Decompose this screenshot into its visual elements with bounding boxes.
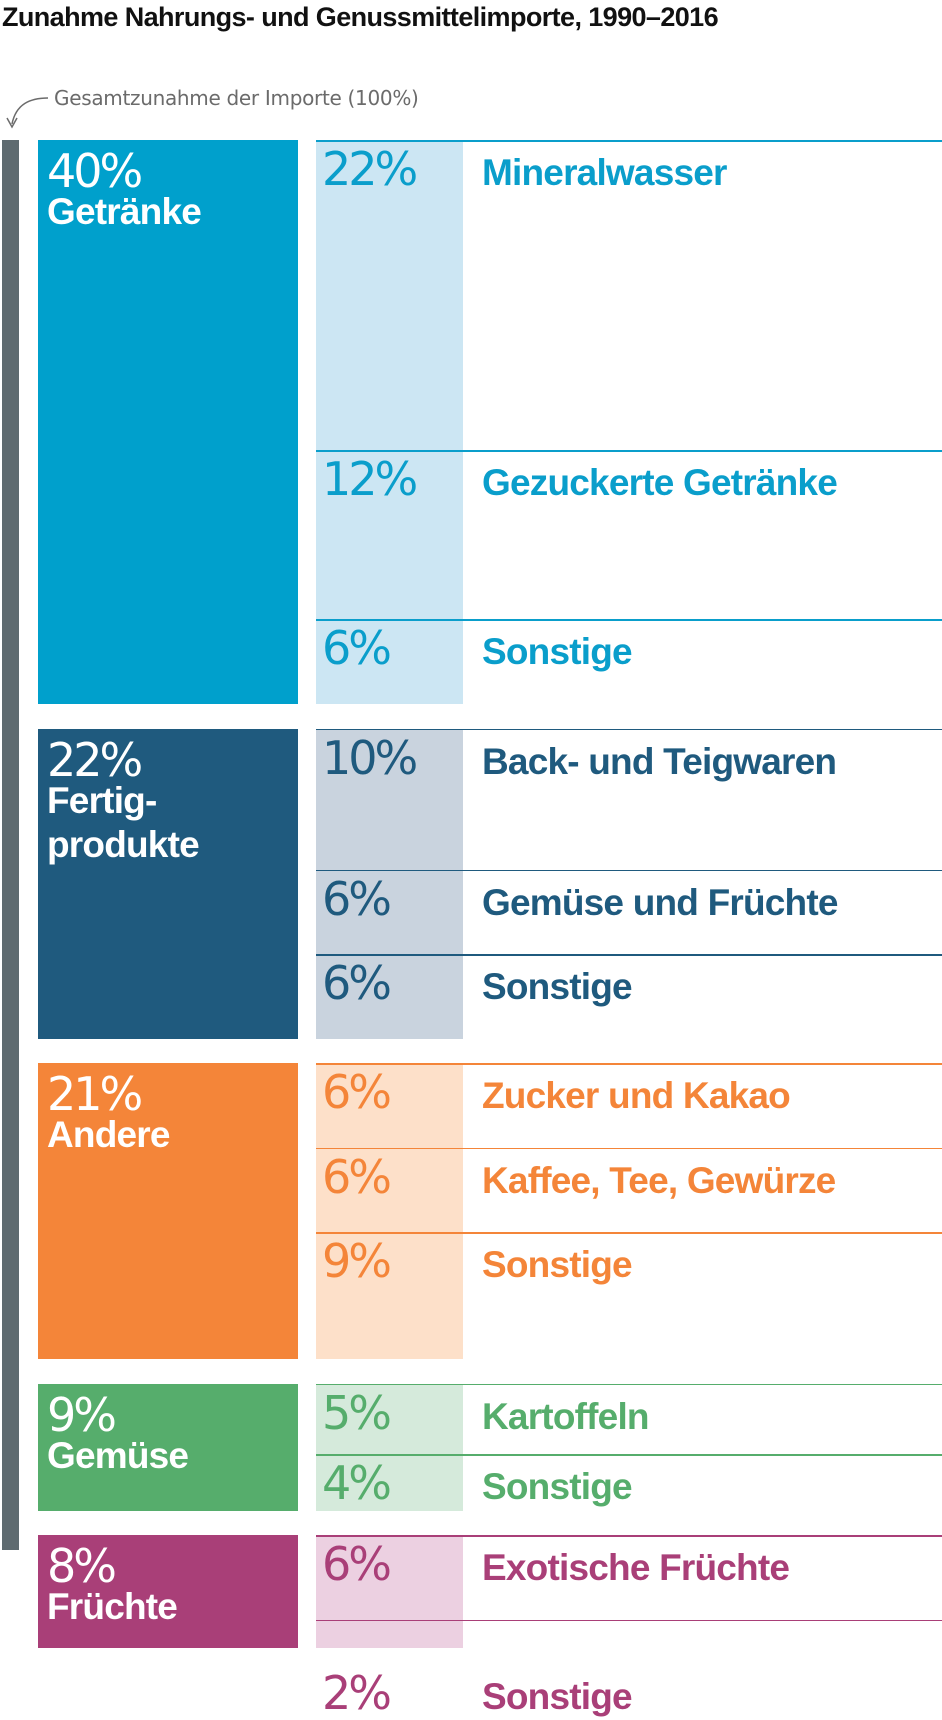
- subcategory-label: Sonstige: [482, 631, 633, 673]
- subcategory-label: Gezuckerte Getränke: [482, 462, 838, 504]
- subcategory-divider: [316, 869, 942, 871]
- total-bar: [2, 140, 19, 1550]
- subcategory-divider: [316, 1383, 942, 1386]
- subcategory-percent: 22%: [322, 142, 418, 196]
- subcategory-bar: [316, 1147, 463, 1233]
- subcategory-divider: [316, 1535, 942, 1537]
- subcategory-divider: [316, 1619, 942, 1622]
- subcategory-percent: 6%: [322, 1537, 392, 1592]
- subcategory-divider: [316, 450, 942, 452]
- category-percent: 8%: [47, 1539, 117, 1594]
- subcategory-percent: 4%: [322, 1456, 392, 1511]
- category-percent: 21%: [47, 1067, 143, 1122]
- subcategory-bar: [316, 1535, 463, 1620]
- total-note-arrowhead: [6, 117, 18, 129]
- subcategory-label: Gemüse und Früchte: [482, 881, 838, 923]
- subcategory-bar: [316, 1232, 463, 1360]
- subcategory-label: Mineralwasser: [482, 152, 727, 193]
- category-block: 8% Früchte: [38, 1535, 298, 1648]
- subcategory-divider: [316, 954, 942, 956]
- category-block: 9% Gemüse: [38, 1383, 298, 1511]
- subcategory-bar: [316, 1454, 463, 1511]
- subcategory-divider: [316, 1454, 942, 1456]
- category-block: 40% Getränke: [38, 140, 298, 704]
- subcategory-divider: [316, 1232, 942, 1234]
- subcategory-divider: [316, 1063, 942, 1065]
- subcategory-label: Exotische Früchte: [482, 1547, 790, 1589]
- category-label: Andere: [47, 1114, 170, 1156]
- subcategory-label: Kaffee, Tee, Gewürze: [482, 1159, 836, 1201]
- subcategory-label: Sonstige: [482, 1676, 633, 1717]
- subcategory-percent: 6%: [322, 621, 392, 676]
- subcategory-percent: 6%: [322, 956, 392, 1011]
- subcategory-label: Sonstige: [482, 966, 633, 1008]
- subcategory-bar: [316, 140, 463, 451]
- subcategory-bar: [316, 1619, 463, 1648]
- subcategory-divider: [316, 1147, 942, 1150]
- subcategory-percent: 10%: [322, 730, 418, 785]
- subcategory-percent: 12%: [322, 452, 418, 507]
- category-block: 21% Andere: [38, 1063, 298, 1360]
- category-percent: 22%: [47, 732, 143, 787]
- total-note-arrow: [11, 97, 49, 125]
- subcategory-bar: [316, 954, 463, 1039]
- subcategory-bar: [316, 1383, 463, 1455]
- category-label: Getränke: [47, 191, 202, 232]
- total-note: Gesamtzunahme der Importe (100%): [54, 86, 419, 110]
- category-label: Fertig- produkte: [47, 779, 200, 865]
- annotation-arrows: [6, 97, 49, 129]
- category-percent: 9%: [47, 1387, 117, 1442]
- category-percent: 40%: [47, 144, 143, 198]
- subcategory-percent: 6%: [322, 1149, 392, 1204]
- subcategory-bar: [316, 869, 463, 955]
- chart-title: Zunahme Nahrungs- und Genussmittelimport…: [2, 2, 719, 32]
- subcategory-bar: [316, 728, 463, 870]
- subcategory-percent: 6%: [322, 1065, 392, 1120]
- category-label: Gemüse: [47, 1434, 189, 1476]
- subcategory-percent: 5%: [322, 1385, 392, 1440]
- subcategory-divider: [316, 728, 942, 730]
- subcategory-bar: [316, 450, 463, 620]
- subcategory-divider: [316, 619, 942, 621]
- category-label: Früchte: [47, 1586, 178, 1628]
- category-block: 22% Fertig- produkte: [38, 728, 298, 1039]
- subcategory-percent: 2%: [322, 1666, 392, 1720]
- subcategory-bar: [316, 1063, 463, 1148]
- subcategory-percent: 9%: [322, 1234, 392, 1289]
- subcategory-label: Kartoffeln: [482, 1395, 650, 1437]
- subcategory-label: Sonstige: [482, 1466, 633, 1508]
- subcategory-bar: [316, 619, 463, 704]
- subcategory-divider: [316, 140, 942, 142]
- subcategory-label: Sonstige: [482, 1244, 633, 1286]
- subcategory-label: Zucker und Kakao: [482, 1075, 791, 1117]
- subcategory-percent: 6%: [322, 871, 392, 926]
- subcategory-label: Back- und Teigwaren: [482, 740, 837, 782]
